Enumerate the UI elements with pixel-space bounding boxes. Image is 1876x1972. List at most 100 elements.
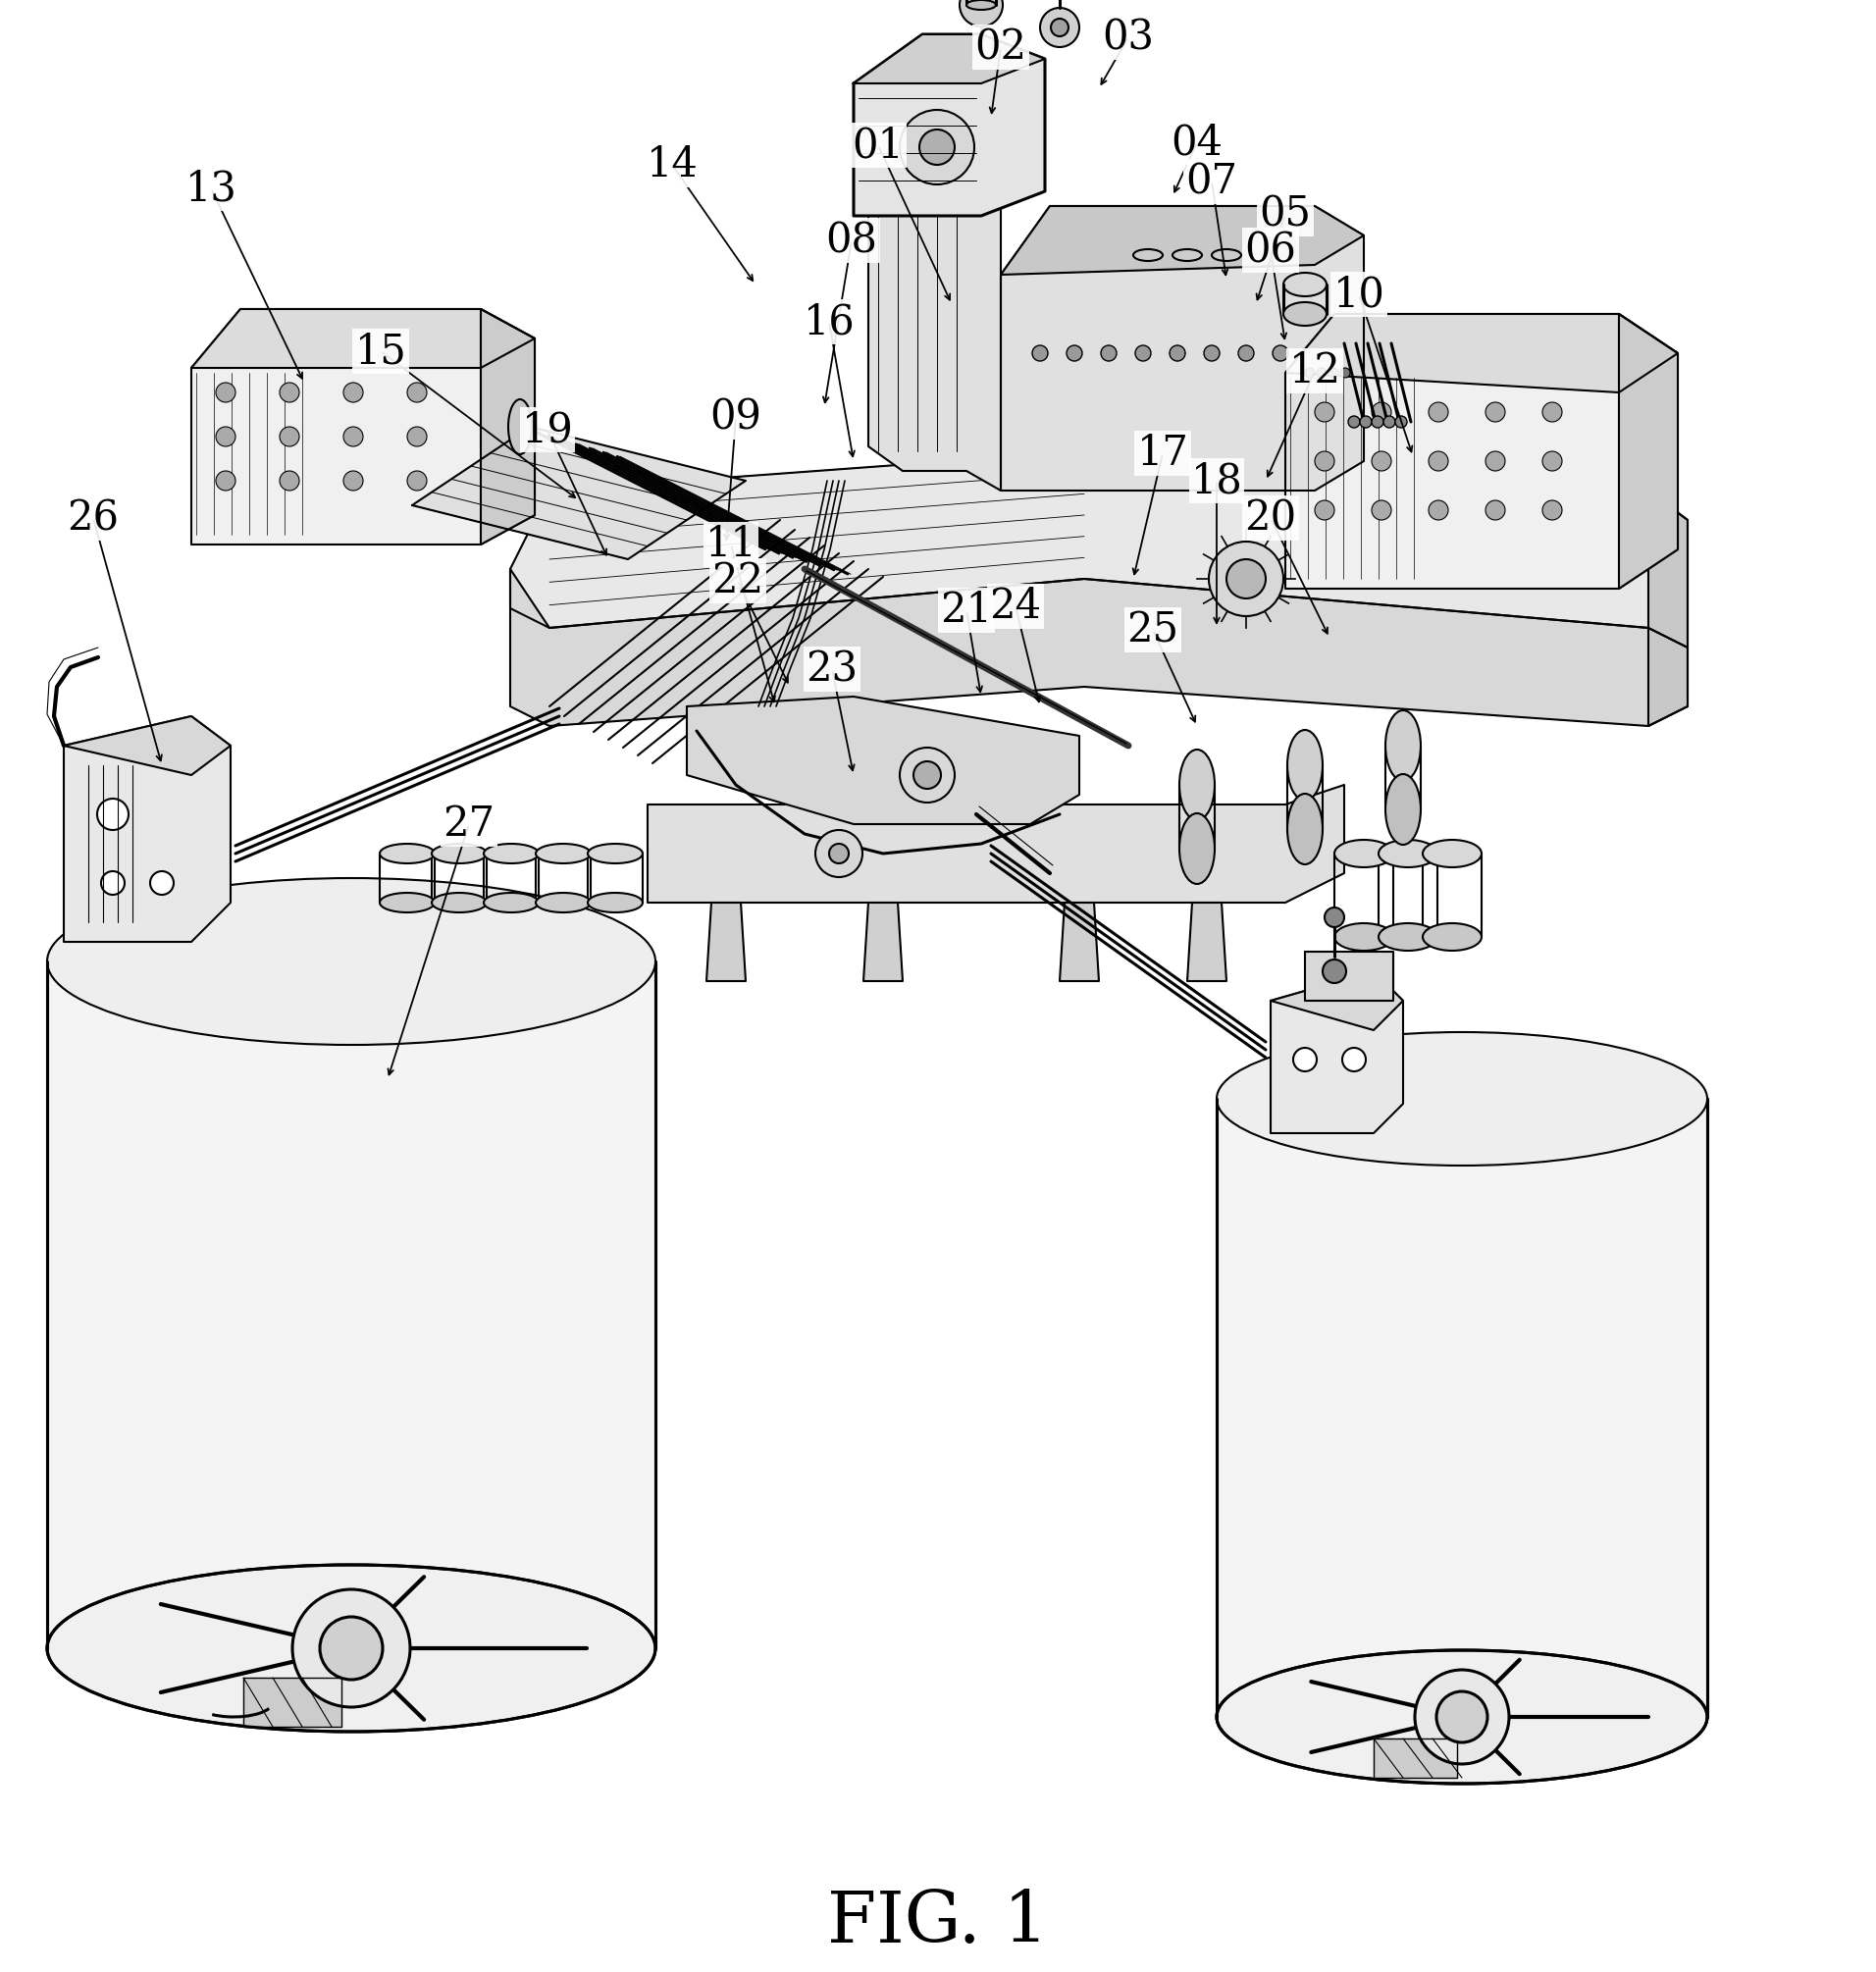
Circle shape (1341, 1047, 1366, 1071)
Ellipse shape (1180, 749, 1214, 820)
Circle shape (1486, 402, 1505, 422)
Text: 05: 05 (1259, 193, 1311, 235)
Circle shape (1328, 369, 1338, 379)
Circle shape (216, 426, 236, 446)
Circle shape (1383, 416, 1396, 428)
Ellipse shape (1384, 710, 1420, 781)
Circle shape (1204, 345, 1219, 361)
Polygon shape (1619, 314, 1677, 590)
Polygon shape (244, 1678, 341, 1727)
Ellipse shape (484, 893, 538, 913)
Circle shape (150, 872, 174, 895)
Text: 19: 19 (522, 408, 574, 450)
Circle shape (1542, 501, 1563, 521)
Ellipse shape (1212, 248, 1242, 260)
Text: 04: 04 (1171, 122, 1223, 164)
Circle shape (343, 471, 364, 491)
Text: FIG. 1: FIG. 1 (827, 1889, 1049, 1958)
Polygon shape (1188, 903, 1227, 982)
Circle shape (816, 830, 863, 878)
Circle shape (280, 426, 300, 446)
Polygon shape (64, 716, 231, 775)
Ellipse shape (1379, 840, 1437, 868)
Circle shape (961, 0, 1004, 26)
Circle shape (1227, 560, 1266, 598)
Ellipse shape (1334, 923, 1394, 951)
Ellipse shape (966, 0, 996, 10)
Ellipse shape (587, 844, 643, 864)
Ellipse shape (1172, 248, 1203, 260)
Circle shape (919, 130, 955, 166)
Circle shape (1371, 452, 1392, 471)
Polygon shape (687, 696, 1079, 824)
Text: 22: 22 (711, 560, 764, 601)
Text: 08: 08 (825, 219, 878, 260)
Circle shape (1542, 402, 1563, 422)
Circle shape (407, 383, 428, 402)
Ellipse shape (1287, 793, 1323, 864)
Circle shape (1315, 402, 1334, 422)
Circle shape (343, 426, 364, 446)
Circle shape (1486, 452, 1505, 471)
Circle shape (1293, 1047, 1317, 1071)
Circle shape (216, 383, 236, 402)
Text: 17: 17 (1137, 432, 1189, 473)
Circle shape (1272, 345, 1289, 361)
Polygon shape (1000, 205, 1364, 491)
Ellipse shape (1180, 812, 1214, 883)
Ellipse shape (1283, 272, 1326, 296)
Ellipse shape (537, 844, 591, 864)
Text: 03: 03 (1103, 16, 1154, 57)
Circle shape (1349, 416, 1360, 428)
Ellipse shape (587, 893, 643, 913)
Polygon shape (1285, 314, 1677, 590)
Text: 24: 24 (989, 586, 1041, 627)
Text: 14: 14 (645, 144, 698, 185)
Circle shape (216, 471, 236, 491)
Circle shape (1067, 345, 1082, 361)
Circle shape (1437, 1692, 1488, 1743)
Circle shape (1238, 345, 1253, 361)
Text: 16: 16 (803, 302, 855, 343)
Text: 15: 15 (355, 331, 407, 373)
Circle shape (1430, 402, 1448, 422)
Polygon shape (413, 426, 745, 560)
Circle shape (280, 471, 300, 491)
Text: 13: 13 (186, 168, 236, 209)
Circle shape (1396, 416, 1407, 428)
Circle shape (1315, 501, 1334, 521)
Circle shape (1306, 369, 1315, 379)
Text: 27: 27 (443, 803, 495, 844)
Ellipse shape (508, 398, 531, 454)
Circle shape (1323, 960, 1347, 984)
Circle shape (1315, 452, 1334, 471)
Circle shape (407, 426, 428, 446)
Ellipse shape (1422, 923, 1482, 951)
Circle shape (1371, 501, 1392, 521)
Circle shape (1169, 345, 1186, 361)
Circle shape (101, 872, 124, 895)
Polygon shape (1285, 314, 1677, 392)
Polygon shape (863, 903, 902, 982)
Circle shape (1051, 18, 1069, 35)
Polygon shape (191, 310, 535, 369)
Text: 25: 25 (1127, 609, 1178, 651)
Polygon shape (480, 310, 535, 544)
Ellipse shape (1334, 840, 1394, 868)
Polygon shape (191, 310, 535, 544)
Polygon shape (510, 570, 1688, 726)
Text: 10: 10 (1334, 274, 1384, 316)
Ellipse shape (1133, 248, 1163, 260)
Ellipse shape (431, 844, 486, 864)
Ellipse shape (47, 1566, 655, 1731)
Polygon shape (1270, 972, 1403, 1134)
Polygon shape (647, 785, 1345, 903)
Text: 26: 26 (68, 497, 120, 538)
Text: 06: 06 (1244, 229, 1296, 270)
Circle shape (829, 844, 848, 864)
Text: 01: 01 (852, 124, 904, 166)
Polygon shape (854, 34, 1045, 83)
Circle shape (1430, 501, 1448, 521)
Circle shape (1371, 402, 1392, 422)
Polygon shape (1649, 491, 1688, 726)
